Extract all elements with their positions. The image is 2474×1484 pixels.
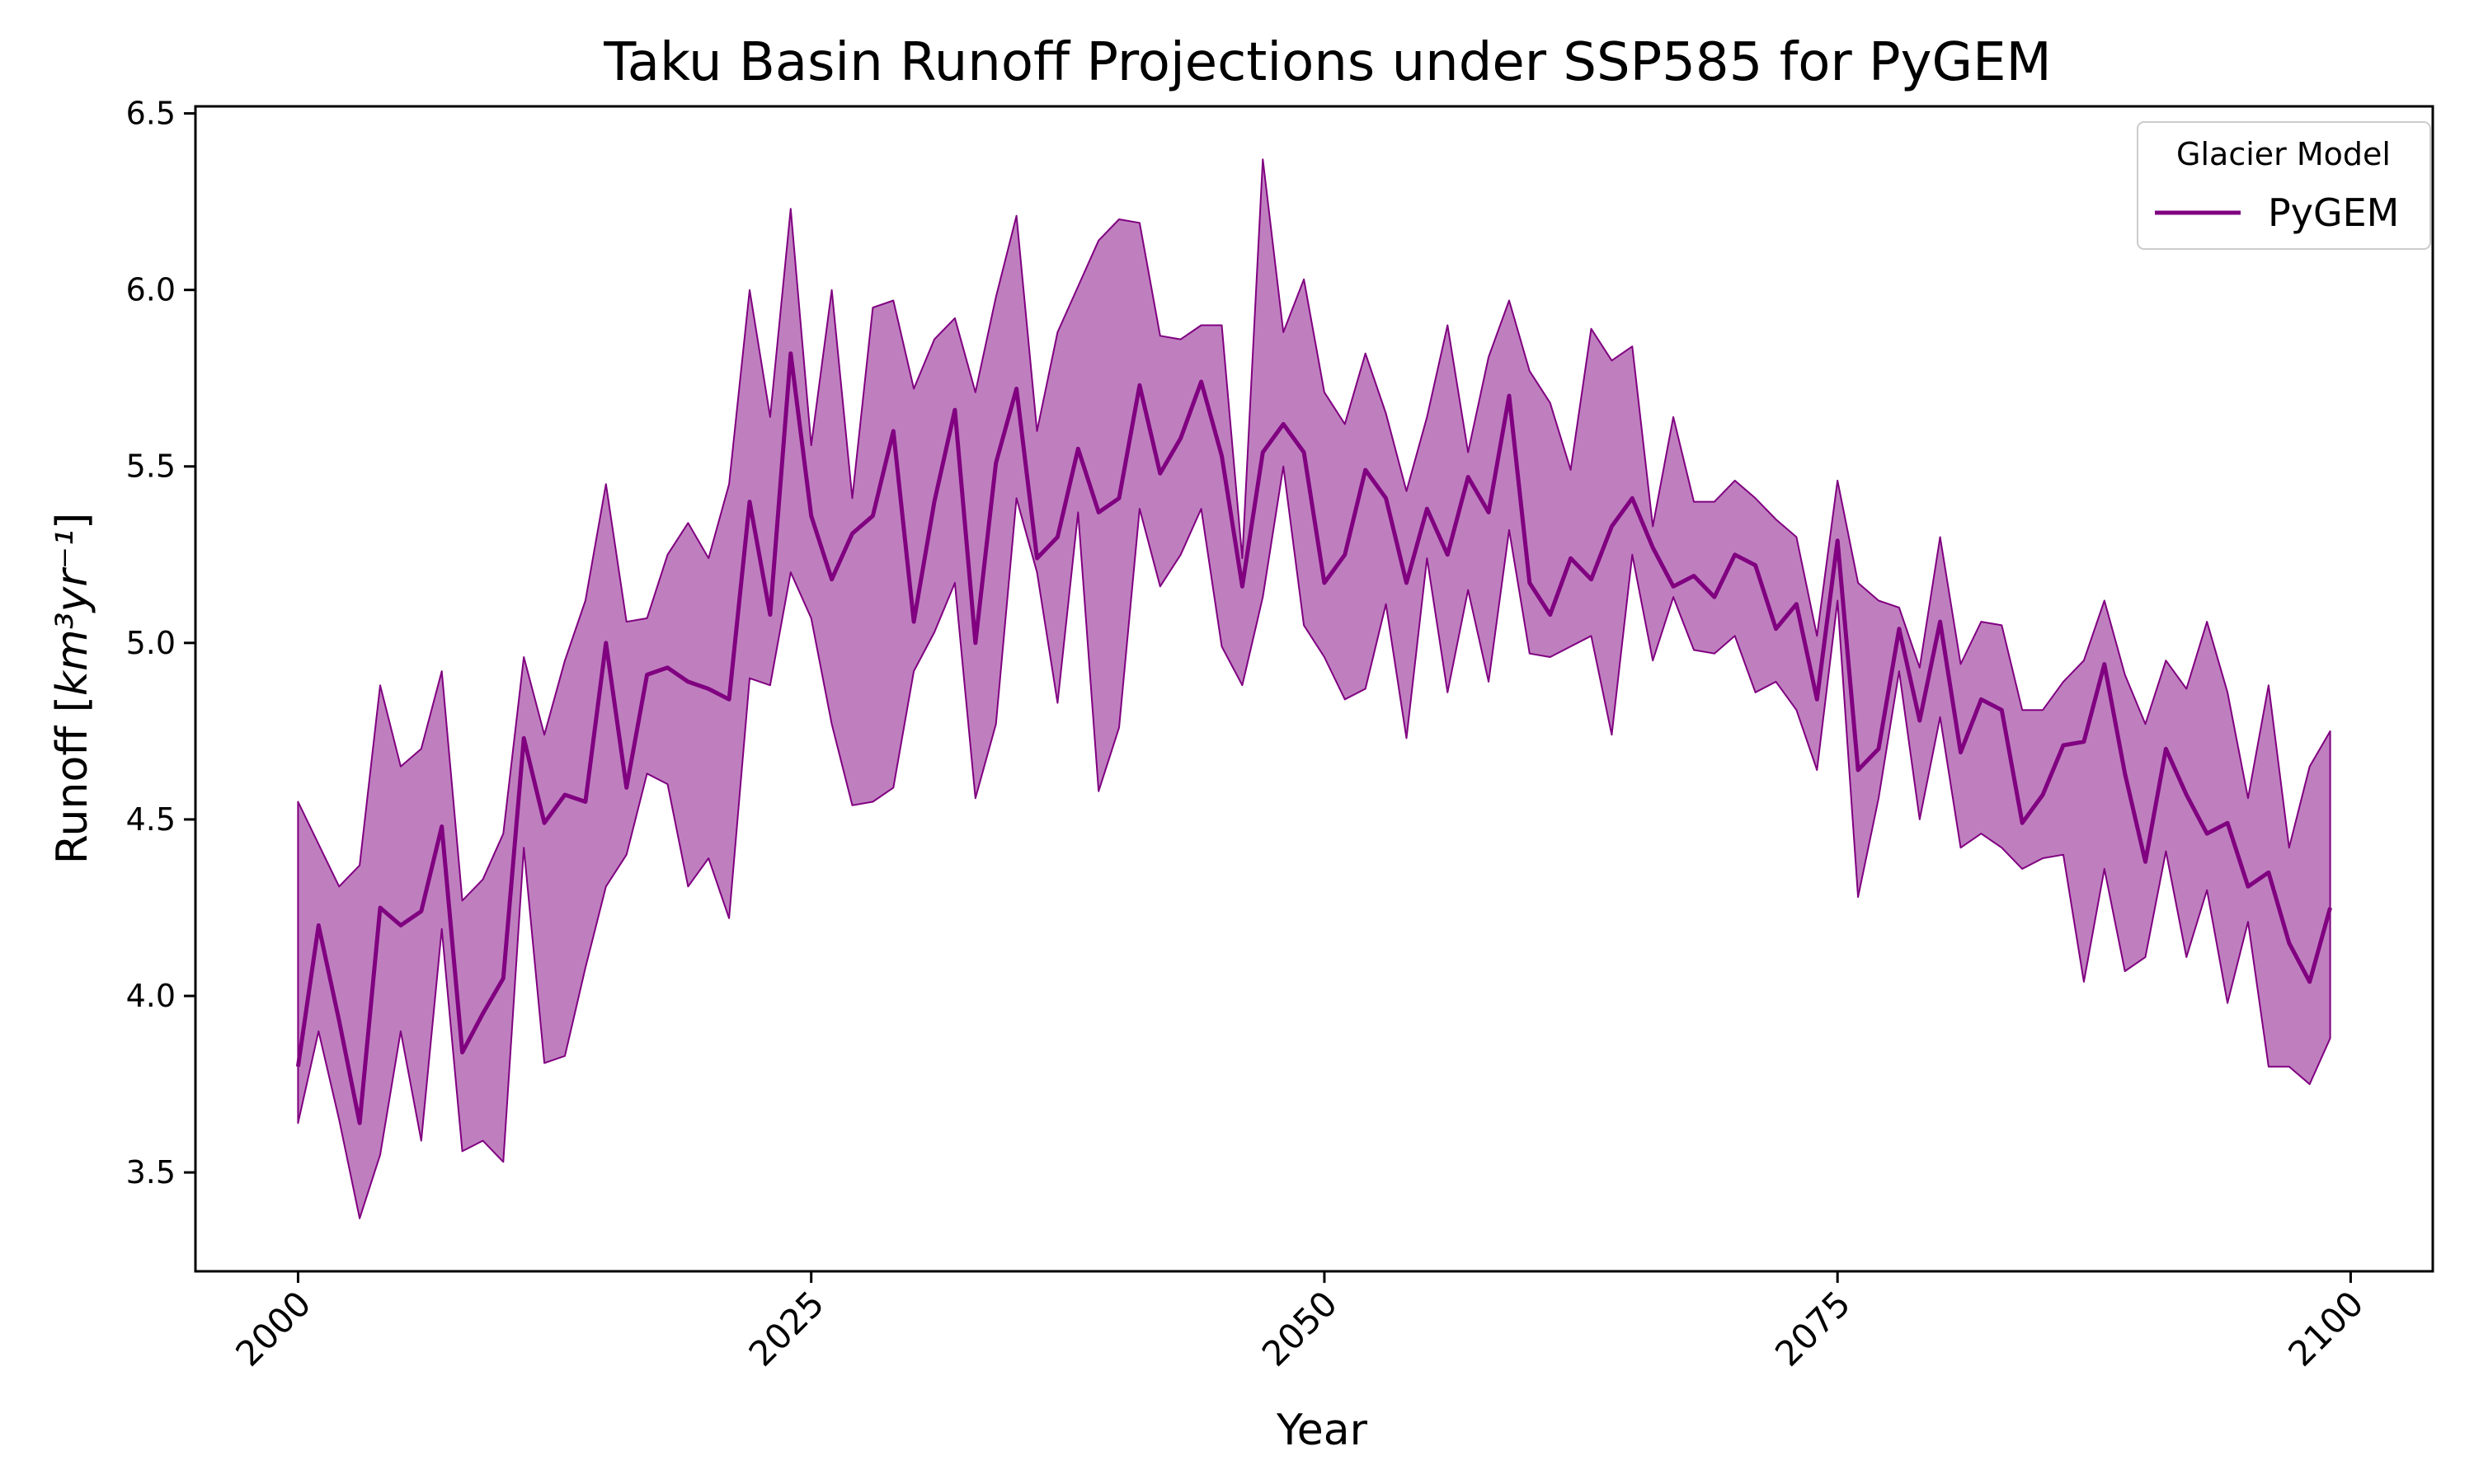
chart-title: Taku Basin Runoff Projections under SSP5… (603, 32, 2052, 93)
y-tick-label: 5.5 (126, 448, 176, 485)
plot-frame (194, 105, 2434, 1273)
y-axis-label-base: Runoff [ (48, 696, 97, 864)
y-axis-label: Runoff [km³yr⁻¹] (48, 513, 97, 865)
y-axis: 3.5 4.0 4.5 5.0 5.5 6.0 6.5 (126, 96, 195, 1190)
y-tick-label: 3.5 (126, 1154, 176, 1190)
y-tick-label: 4.0 (126, 978, 176, 1014)
mean-line-layer (295, 351, 2333, 1125)
series-pygem-line (295, 351, 2333, 1125)
legend: Glacier Model PyGEM (2137, 121, 2431, 250)
x-axis-label: Year (1276, 1406, 1368, 1455)
y-axis-label-end: ] (48, 513, 97, 529)
y-tick-label: 6.0 (126, 272, 176, 308)
legend-frame (2137, 121, 2431, 250)
y-tick-label: 6.5 (126, 96, 176, 132)
y-tick-label: 5.0 (126, 625, 176, 661)
y-axis-label-unit: km³yr⁻¹ (48, 529, 97, 696)
uncertainty-band-layer (297, 158, 2331, 1219)
y-tick-label: 4.5 (126, 801, 176, 838)
legend-entry-pygem: PyGEM (2268, 190, 2399, 235)
series-pygem-band (297, 158, 2331, 1219)
legend-title: Glacier Model (2176, 136, 2391, 172)
